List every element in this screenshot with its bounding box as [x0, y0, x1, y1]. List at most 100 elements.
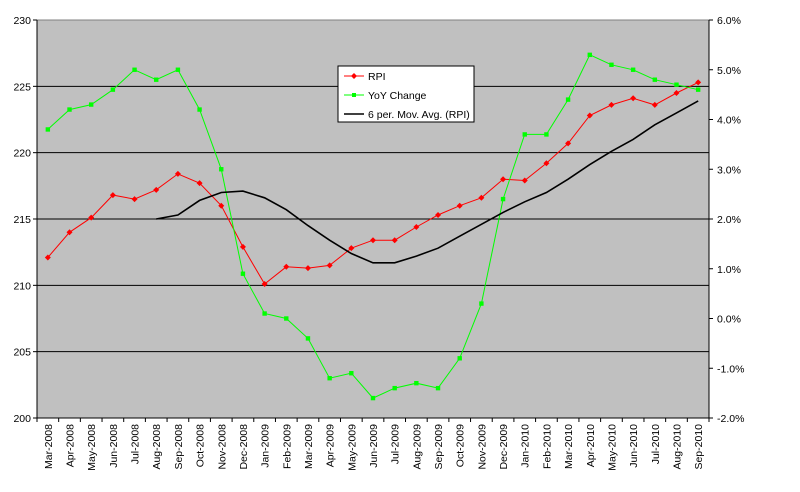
x-axis-tick-label: Aug-2008 [151, 424, 163, 470]
x-axis-tick-label: Jun-2008 [108, 424, 120, 468]
data-point-yoy-change [349, 371, 354, 376]
y-axis-tick-label: 230 [13, 15, 31, 27]
data-point-rpi [435, 212, 442, 219]
x-axis-tick-label: May-2008 [86, 424, 98, 471]
data-point-yoy-change [88, 102, 94, 107]
x-axis-tick-label: Jul-2008 [130, 424, 142, 464]
x-axis-tick-label: Jan-2009 [260, 424, 272, 468]
y-axis-tick-label: 210 [13, 280, 31, 292]
legend-swatch-rpi-marker [351, 73, 357, 79]
y2-axis-tick-label: 5.0% [717, 65, 741, 77]
x-axis-tick-label: Dec-2008 [238, 424, 250, 470]
data-point-rpi [174, 170, 181, 177]
x-axis-tick-label: Sep-2009 [433, 424, 445, 470]
data-point-yoy-change [67, 107, 72, 112]
data-point-yoy-change [544, 132, 549, 137]
legend-label-rpi: RPI [368, 71, 386, 83]
data-point-rpi [391, 237, 398, 244]
data-point-rpi [261, 281, 268, 288]
data-point-rpi [413, 223, 420, 230]
data-point-rpi [651, 101, 658, 108]
data-point-rpi [44, 254, 51, 261]
data-point-rpi [695, 79, 702, 86]
series-line-6-per-mov-avg-rpi [156, 100, 699, 264]
y-axis-tick-label: 225 [13, 81, 31, 93]
data-point-yoy-change [522, 132, 527, 137]
data-point-rpi [326, 262, 333, 269]
data-point-rpi [630, 95, 637, 102]
y-axis-tick-label: 215 [13, 214, 31, 226]
data-point-rpi [586, 112, 593, 119]
data-point-yoy-change [284, 316, 289, 321]
data-point-rpi [109, 192, 116, 199]
data-point-rpi [370, 237, 376, 244]
y2-axis-tick-label: 1.0% [717, 264, 741, 276]
legend-label-mavg: 6 per. Mov. Avg. (RPI) [368, 109, 470, 121]
x-axis-tick-label: Jun-2009 [368, 424, 380, 468]
data-point-rpi [131, 196, 138, 203]
data-point-rpi [218, 202, 225, 209]
y-axis-tick-label: 220 [13, 148, 31, 160]
x-axis-tick-label: Mar-2008 [43, 424, 55, 469]
x-axis-tick-label: May-2010 [606, 424, 618, 471]
data-point-rpi [283, 263, 290, 270]
data-point-yoy-change [479, 301, 484, 306]
x-axis-tick-label: Nov-2008 [216, 424, 228, 470]
x-axis-tick-label: Feb-2010 [541, 424, 553, 469]
data-point-rpi [608, 101, 615, 108]
x-axis-tick-label: Jul-2010 [650, 424, 662, 464]
data-point-yoy-change [695, 87, 701, 92]
data-point-rpi [456, 202, 463, 209]
x-axis-tick-label: Dec-2009 [498, 424, 510, 470]
data-point-yoy-change [674, 82, 679, 87]
data-point-rpi [348, 245, 355, 252]
data-point-yoy-change [392, 385, 397, 391]
data-point-rpi [565, 140, 572, 147]
axes: 200 205 210 215 220 225 230 -2.0% -1.0% 0.0% 1.0% 2… [13, 15, 744, 471]
y2-axis-tick-label: 3.0% [717, 164, 741, 176]
x-axis-tick-label: Sep-2010 [693, 424, 705, 470]
data-point-yoy-change [370, 395, 376, 401]
data-point-yoy-change [609, 62, 614, 67]
y2-axis-tick-label: -2.0% [717, 413, 744, 425]
y2-axis-tick-label: 4.0% [717, 115, 741, 127]
x-axis-tick-label: Mar-2010 [563, 424, 575, 469]
data-point-yoy-change [630, 67, 636, 72]
data-point-yoy-change [110, 87, 116, 92]
legend-swatch-yoy-marker [352, 93, 356, 97]
data-point-yoy-change [500, 196, 506, 202]
y2-axis-tick-label: 6.0% [717, 15, 741, 27]
series-layer [44, 52, 702, 401]
data-point-rpi [478, 194, 485, 201]
data-point-yoy-change [587, 52, 592, 58]
x-axis-tick-label: Apr-2009 [325, 424, 337, 467]
data-point-yoy-change [652, 77, 658, 82]
data-point-yoy-change [240, 271, 246, 276]
x-axis-tick-label: Jan-2010 [520, 424, 532, 468]
y-axis-tick-label: 200 [13, 413, 31, 425]
data-point-yoy-change [565, 97, 571, 102]
x-axis-tick-label: Apr-2008 [65, 424, 77, 467]
legend: RPI YoY Change 6 per. Mov. Avg. (RPI) [337, 65, 475, 123]
x-axis-tick-label: Feb-2009 [281, 424, 293, 469]
y-axis-tick-label: 205 [13, 347, 31, 359]
x-axis-tick-label: Aug-2010 [671, 424, 683, 470]
x-axis-tick-label: Apr-2010 [585, 424, 597, 467]
data-point-yoy-change [305, 336, 311, 341]
data-point-yoy-change [45, 127, 51, 132]
data-point-yoy-change [197, 107, 202, 112]
data-point-yoy-change [175, 67, 181, 72]
data-point-yoy-change [262, 311, 267, 316]
data-point-rpi [304, 265, 311, 272]
legend-label-yoy: YoY Change [368, 90, 427, 102]
legend-box [337, 65, 475, 123]
data-point-yoy-change [435, 385, 441, 391]
y2-axis-tick-label: 0.0% [717, 314, 741, 326]
x-axis-tick-label: Oct-2009 [455, 424, 467, 467]
data-point-rpi [153, 186, 160, 193]
x-axis-tick-label: Jul-2009 [390, 424, 402, 464]
data-point-rpi [66, 229, 73, 236]
data-point-rpi [500, 176, 507, 183]
x-axis-tick-label: Mar-2009 [303, 424, 315, 469]
